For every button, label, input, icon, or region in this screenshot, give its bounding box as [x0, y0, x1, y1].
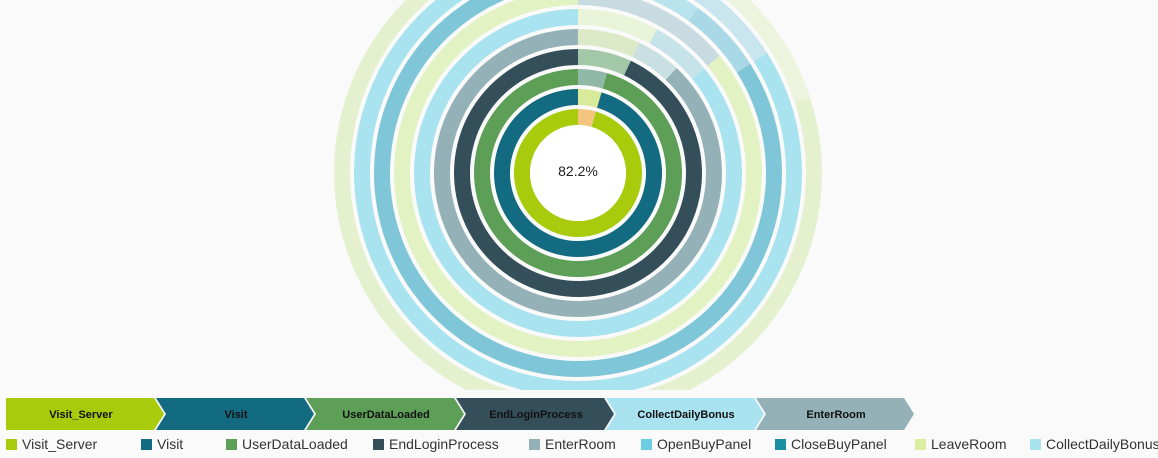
legend-swatch-7: [915, 438, 926, 450]
legend-item-7[interactable]: LeaveRoom: [915, 436, 1007, 452]
ring-arc-9[interactable]: [334, 0, 822, 417]
breadcrumb-label-3: EndLoginProcess: [489, 409, 583, 421]
legend-label-4: EnterRoom: [545, 436, 616, 452]
minor-segment-10[interactable]: [625, 0, 698, 21]
sunburst-chart: 82.2%: [334, 0, 822, 417]
minor-segment-7[interactable]: [578, 9, 658, 44]
breadcrumb-step-4[interactable]: [606, 398, 764, 430]
legend-item-0[interactable]: Visit_Server: [6, 436, 97, 452]
legend-label-3: EndLoginProcess: [389, 436, 499, 452]
legend-label-8: CollectDailyBonus: [1046, 436, 1158, 452]
breadcrumb-label-1: Visit: [224, 409, 247, 421]
breadcrumb-step-2[interactable]: [306, 398, 464, 430]
breadcrumb-step-5[interactable]: [756, 398, 914, 430]
breadcrumb-label-2: UserDataLoaded: [342, 409, 429, 421]
minor-segment-8[interactable]: [578, 0, 720, 66]
minor-segment-5[interactable]: [578, 29, 640, 58]
legend-swatch-2: [226, 438, 237, 450]
legend-label-5: OpenBuyPanel: [657, 436, 752, 452]
legend-label-1: Visit: [157, 436, 184, 452]
legend-item-4[interactable]: EnterRoom: [529, 436, 616, 452]
breadcrumb-step-1[interactable]: [156, 398, 314, 430]
breadcrumb-label-0: Visit_Server: [49, 409, 113, 421]
legend-swatch-8: [1030, 438, 1041, 450]
center-percentage-label: 82.2%: [558, 163, 598, 179]
minor-segment-4[interactable]: [632, 42, 677, 80]
minor-segment-11[interactable]: [578, 0, 768, 62]
breadcrumb: Visit_Server Visit UserDataLoaded EndLoginP…: [6, 398, 914, 430]
sunburst-svg: [334, 0, 822, 417]
legend-item-3[interactable]: EndLoginProcess: [373, 436, 499, 452]
breadcrumb-label-5: EnterRoom: [806, 409, 866, 421]
minor-segment-9[interactable]: [688, 7, 751, 73]
legend-swatch-5: [641, 438, 652, 450]
breadcrumb-label-4: CollectDailyBonus: [637, 409, 734, 421]
breadcrumb-step-0[interactable]: [6, 398, 164, 430]
ring-arc-8[interactable]: [354, 0, 802, 397]
minor-segment-1[interactable]: [578, 89, 602, 108]
legend-swatch-3: [373, 438, 384, 450]
legend-swatch-0: [6, 438, 17, 450]
center-circle: [530, 125, 626, 221]
minor-segment-0[interactable]: [578, 109, 596, 127]
minor-segment-6[interactable]: [649, 29, 705, 79]
legend-label-6: CloseBuyPanel: [791, 436, 887, 452]
legend-label-7: LeaveRoom: [931, 436, 1007, 452]
legend-item-6[interactable]: CloseBuyPanel: [775, 436, 887, 452]
legend-item-1[interactable]: Visit: [141, 436, 183, 452]
minor-segment-2[interactable]: [578, 69, 608, 89]
legend-item-5[interactable]: OpenBuyPanel: [641, 436, 751, 452]
legend-label-0: Visit_Server: [22, 436, 98, 452]
legend-label-2: UserDataLoaded: [242, 436, 348, 452]
minor-segment-12[interactable]: [578, 0, 811, 103]
legend-swatch-6: [775, 438, 786, 450]
legend: Visit_Server Visit UserDataLoaded EndLoginP…: [6, 436, 1158, 456]
breadcrumb-step-3[interactable]: [456, 398, 614, 430]
legend-item-8[interactable]: CollectDailyBonus: [1030, 436, 1158, 452]
minor-segment-3[interactable]: [578, 49, 631, 76]
legend-swatch-4: [529, 438, 540, 450]
legend-swatch-1: [141, 438, 152, 450]
legend-item-2[interactable]: UserDataLoaded: [226, 436, 348, 452]
